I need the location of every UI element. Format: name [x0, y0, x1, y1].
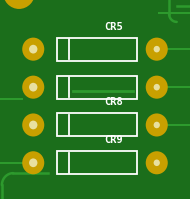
Bar	[163, 124, 190, 126]
Circle shape	[22, 151, 44, 174]
Circle shape	[22, 113, 44, 137]
Bar	[57, 113, 137, 136]
Circle shape	[154, 84, 160, 90]
Bar	[163, 48, 190, 50]
Bar	[0, 162, 23, 164]
Circle shape	[146, 151, 168, 174]
Circle shape	[29, 158, 37, 167]
Bar	[57, 76, 137, 99]
Bar	[158, 12, 190, 14]
Circle shape	[154, 46, 160, 52]
Circle shape	[146, 113, 168, 137]
Bar	[57, 38, 137, 61]
Circle shape	[154, 122, 160, 128]
Circle shape	[22, 38, 44, 61]
Text: CR5: CR5	[105, 22, 123, 32]
Bar	[163, 86, 190, 88]
Circle shape	[3, 0, 35, 9]
Bar	[57, 151, 137, 174]
Circle shape	[29, 45, 37, 54]
Circle shape	[146, 76, 168, 99]
Text: CR9: CR9	[105, 135, 123, 145]
Circle shape	[154, 160, 160, 166]
Bar	[0, 98, 23, 100]
Circle shape	[22, 76, 44, 99]
Circle shape	[29, 83, 37, 92]
Circle shape	[146, 38, 168, 61]
Text: CR8: CR8	[105, 97, 123, 107]
Circle shape	[29, 121, 37, 129]
